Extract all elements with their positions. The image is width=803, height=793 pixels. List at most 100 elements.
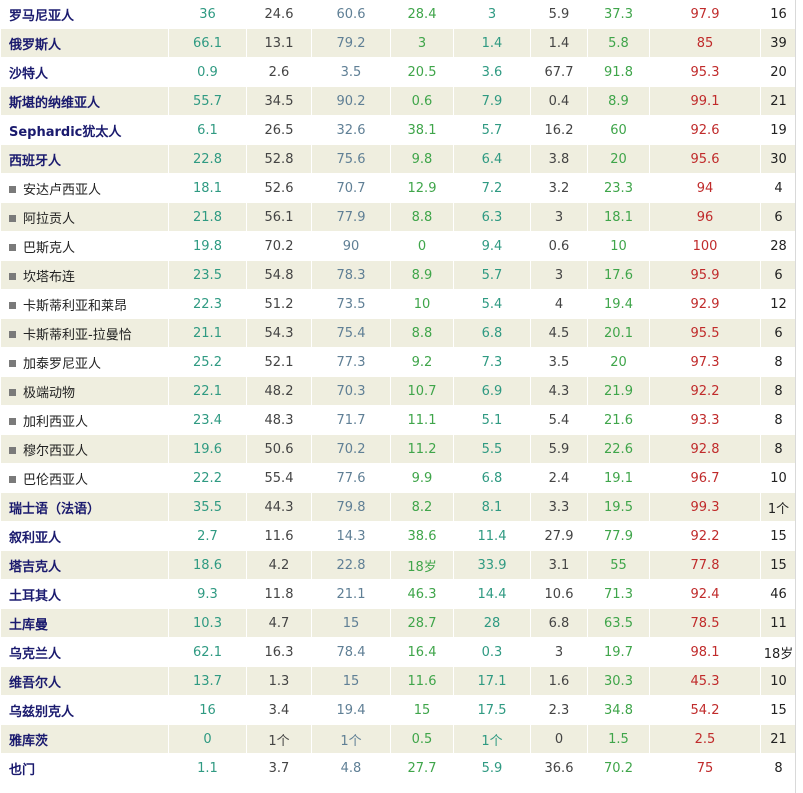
value-cell-col2: 11.6 [246, 521, 312, 551]
value-cell-col4: 11.2 [390, 434, 454, 464]
value-cell-col2: 24.6 [246, 0, 312, 29]
value-cell-col3: 14.3 [311, 521, 391, 551]
value-cell-col4: 8.9 [390, 260, 454, 290]
value-cell-col3: 73.5 [311, 289, 391, 319]
value-cell-col4: 20.5 [390, 57, 454, 87]
value-cell-col6: 67.7 [530, 57, 588, 87]
row-label: 加泰罗尼亚人 [23, 356, 102, 372]
value-cell-col6: 0 [530, 724, 588, 754]
value-cell-col6: 0.6 [530, 231, 588, 261]
value-cell-col8: 97.9 [649, 0, 761, 29]
value-cell-col2: 26.5 [246, 115, 312, 145]
value-cell-col5: 7.3 [453, 347, 531, 377]
value-cell-col7: 8.9 [587, 86, 650, 116]
value-cell-col8: 94 [649, 173, 761, 203]
value-cell-col1: 55.7 [168, 86, 247, 116]
value-cell-col7: 71.3 [587, 579, 650, 609]
value-cell-col6: 4 [530, 289, 588, 319]
value-cell-col7: 22.6 [587, 434, 650, 464]
value-cell-col9: 6 [760, 202, 797, 232]
value-cell-col6: 3.1 [530, 550, 588, 580]
row-label-cell: 斯堪的纳维亚人 [0, 86, 169, 116]
value-cell-col5: 28 [453, 608, 531, 638]
value-cell-col4: 15 [390, 695, 454, 725]
value-cell-col8: 93.3 [649, 405, 761, 435]
value-cell-col7: 70.2 [587, 753, 650, 783]
value-cell-col3: 22.8 [311, 550, 391, 580]
value-cell-col3: 77.6 [311, 463, 391, 493]
row-label: 叙利亚人 [9, 530, 62, 546]
table-row: 乌克兰人 62.1 16.3 78.4 16.4 0.3 3 19.7 98.1 18岁 [0, 637, 797, 667]
value-cell-col5: 11.4 [453, 521, 531, 551]
value-cell-col9: 16 [760, 0, 797, 29]
value-cell-col5: 8.1 [453, 492, 531, 522]
table-row: 加泰罗尼亚人 25.2 52.1 77.3 9.2 7.3 3.5 20 97.3 8 [0, 347, 797, 377]
value-cell-col2: 1.3 [246, 666, 312, 696]
row-label: Sephardic犹太人 [9, 124, 122, 140]
row-label-cell: 也门 [0, 753, 169, 783]
value-cell-col4: 28.4 [390, 0, 454, 29]
row-label-cell: 土库曼 [0, 608, 169, 638]
value-cell-col3: 71.7 [311, 405, 391, 435]
value-cell-col8: 92.2 [649, 521, 761, 551]
value-cell-col4: 11.1 [390, 405, 454, 435]
value-cell-col6: 2.3 [530, 695, 588, 725]
value-cell-col4: 9.2 [390, 347, 454, 377]
value-cell-col1: 0.9 [168, 57, 247, 87]
value-cell-col9: 39 [760, 28, 797, 58]
row-label: 巴斯克人 [23, 240, 76, 256]
row-label: 维吾尔人 [9, 675, 62, 691]
value-cell-col7: 5.8 [587, 28, 650, 58]
row-label: 土耳其人 [9, 588, 62, 604]
square-bullet-icon [9, 417, 16, 425]
value-cell-col9: 15 [760, 521, 797, 551]
value-cell-col5: 6.9 [453, 376, 531, 406]
value-cell-col8: 95.9 [649, 260, 761, 290]
row-label: 卡斯蒂利亚和莱昂 [23, 298, 128, 314]
value-cell-col7: 20 [587, 144, 650, 174]
table-row: 维吾尔人 13.7 1.3 15 11.6 17.1 1.6 30.3 45.3 10 [0, 666, 797, 696]
row-label-cell: 卡斯蒂利亚-拉曼恰 [0, 318, 169, 348]
table-row: 穆尔西亚人 19.6 50.6 70.2 11.2 5.5 5.9 22.6 92.8 8 [0, 434, 797, 464]
value-cell-col9: 8 [760, 405, 797, 435]
table-row: 斯堪的纳维亚人 55.7 34.5 90.2 0.6 7.9 0.4 8.9 99.1 21 [0, 86, 797, 116]
value-cell-col9: 4 [760, 173, 797, 203]
value-cell-col7: 63.5 [587, 608, 650, 638]
value-cell-col9: 30 [760, 144, 797, 174]
table-row: 阿拉贡人 21.8 56.1 77.9 8.8 6.3 3 18.1 96 6 [0, 202, 797, 232]
value-cell-col2: 3.7 [246, 753, 312, 783]
value-cell-col8: 75 [649, 753, 761, 783]
value-cell-col4: 0.6 [390, 86, 454, 116]
square-bullet-icon [9, 243, 16, 251]
row-label-cell: 坎塔布连 [0, 260, 169, 290]
value-cell-col2: 2.6 [246, 57, 312, 87]
value-cell-col5: 17.5 [453, 695, 531, 725]
value-cell-col1: 18.6 [168, 550, 247, 580]
value-cell-col8: 99.1 [649, 86, 761, 116]
value-cell-col5: 7.2 [453, 173, 531, 203]
row-label-cell: 极端动物 [0, 376, 169, 406]
value-cell-col9: 18岁 [760, 637, 797, 667]
value-cell-col4: 18岁 [390, 550, 454, 580]
value-cell-col1: 22.2 [168, 463, 247, 493]
value-cell-col6: 4.3 [530, 376, 588, 406]
table-row: 巴斯克人 19.8 70.2 90 0 9.4 0.6 10 100 28 [0, 231, 797, 261]
row-label-cell: 西班牙人 [0, 144, 169, 174]
value-cell-col3: 90.2 [311, 86, 391, 116]
value-cell-col2: 48.2 [246, 376, 312, 406]
value-cell-col8: 98.1 [649, 637, 761, 667]
value-cell-col1: 2.7 [168, 521, 247, 551]
value-cell-col5: 5.4 [453, 289, 531, 319]
table-row: 土耳其人 9.3 11.8 21.1 46.3 14.4 10.6 71.3 92.4 46 [0, 579, 797, 609]
value-cell-col7: 91.8 [587, 57, 650, 87]
value-cell-col3: 79.2 [311, 28, 391, 58]
value-cell-col7: 19.7 [587, 637, 650, 667]
value-cell-col1: 18.1 [168, 173, 247, 203]
square-bullet-icon [9, 272, 16, 280]
value-cell-col3: 75.6 [311, 144, 391, 174]
square-bullet-icon [9, 185, 16, 193]
table-row: 罗马尼亚人 36 24.6 60.6 28.4 3 5.9 37.3 97.9 16 [0, 0, 797, 29]
row-label: 乌克兰人 [9, 646, 62, 662]
row-label-cell: 加利西亚人 [0, 405, 169, 435]
